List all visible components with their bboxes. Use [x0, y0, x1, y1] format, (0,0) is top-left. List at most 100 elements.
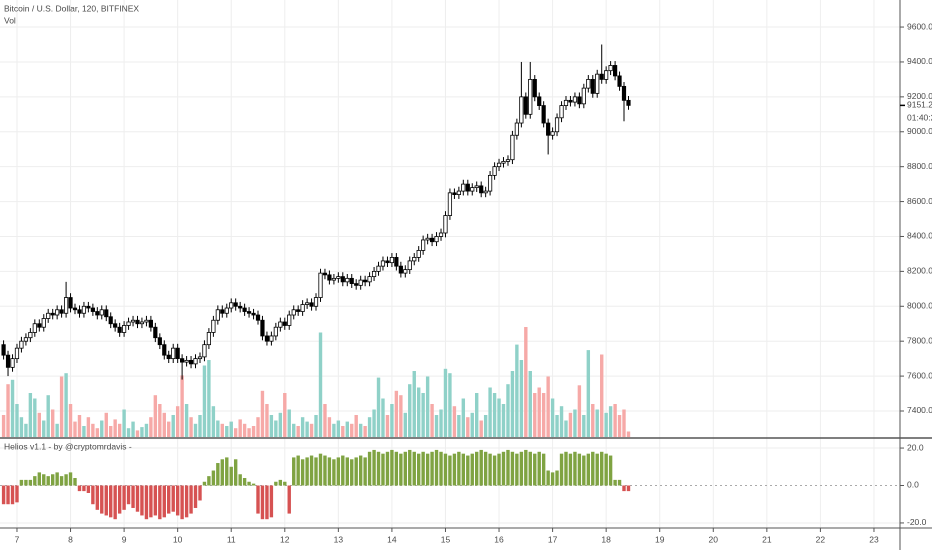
- candle-body: [32, 323, 37, 333]
- candle-body: [184, 359, 189, 363]
- volume-bar: [278, 412, 283, 437]
- candle-body: [412, 257, 417, 262]
- volume-bar: [68, 404, 73, 437]
- candle-body: [349, 277, 354, 284]
- volume-bar: [1, 415, 6, 437]
- volume-bar: [140, 427, 144, 437]
- volume-layer: [1, 327, 631, 437]
- indicator-bar: [622, 485, 626, 492]
- volume-title: Vol: [4, 15, 16, 25]
- volume-bar: [265, 404, 269, 437]
- indicator-tick-label: 20.0: [907, 442, 924, 452]
- candle-body: [465, 183, 470, 192]
- indicator-bar: [550, 472, 555, 486]
- indicator-tick-label: -20.0: [907, 517, 927, 527]
- candle-body: [242, 307, 247, 312]
- volume-bar: [28, 393, 33, 437]
- y-tick-label: 8800.0: [907, 161, 932, 171]
- indicator-bar: [475, 451, 479, 486]
- volume-bar: [46, 395, 50, 437]
- candle-body: [608, 65, 613, 72]
- volume-bar: [104, 412, 108, 437]
- candle-body: [269, 335, 274, 342]
- indicator-layer: [1, 449, 631, 520]
- candle-body: [10, 358, 15, 368]
- volume-bar: [309, 423, 314, 437]
- indicator-bar: [126, 485, 131, 505]
- indicator-bar: [336, 457, 341, 486]
- y-tick-label: 9400.0: [907, 56, 932, 66]
- indicator-bar: [568, 453, 573, 486]
- indicator-bar: [64, 474, 68, 486]
- candle-body: [41, 318, 46, 328]
- candle-body: [305, 302, 310, 305]
- candle-body: [197, 356, 203, 360]
- candle-body: [135, 319, 140, 325]
- volume-bar: [613, 404, 617, 437]
- indicator-bar: [448, 455, 452, 486]
- volume-bar: [475, 393, 479, 437]
- indicator-bar: [416, 453, 421, 486]
- volume-bar: [167, 421, 171, 437]
- volume-bar: [586, 350, 591, 437]
- volume-bar: [408, 384, 412, 437]
- indicator-bar: [421, 451, 425, 486]
- volume-bar: [131, 421, 135, 437]
- indicator-bar: [283, 481, 287, 486]
- indicator-bar: [100, 485, 104, 514]
- volume-bar: [24, 423, 28, 437]
- volume-bar: [73, 421, 77, 437]
- indicator-bar: [354, 457, 358, 486]
- candle-body: [425, 237, 430, 241]
- candle-body: [447, 192, 453, 216]
- candle-body: [113, 323, 118, 328]
- indicator-bar: [189, 485, 193, 514]
- indicator-bar: [167, 485, 171, 514]
- volume-bar: [251, 426, 256, 437]
- indicator-bar: [55, 472, 59, 486]
- indicator-bar: [430, 451, 434, 486]
- candle-body: [171, 347, 176, 360]
- volume-bar: [600, 354, 604, 437]
- indicator-bar: [309, 455, 314, 486]
- volume-bar: [113, 419, 117, 437]
- x-tick-label: 16: [494, 534, 504, 544]
- volume-bar: [126, 428, 131, 437]
- indicator-bar: [510, 451, 515, 486]
- candle-body: [104, 309, 109, 318]
- candle-body: [537, 96, 542, 106]
- candle-body: [336, 276, 341, 279]
- volume-bar: [86, 417, 91, 437]
- candle-body: [363, 279, 368, 283]
- candle-body: [456, 190, 461, 195]
- volume-bar: [537, 387, 541, 437]
- candle-body: [224, 307, 229, 314]
- candle-body: [90, 307, 95, 312]
- candle-body: [313, 297, 319, 307]
- indicator-bar: [274, 481, 278, 486]
- candle-body: [81, 305, 87, 314]
- indicator-bar: [184, 485, 189, 518]
- candle-body: [581, 87, 586, 105]
- candle-body: [586, 79, 591, 89]
- volume-bar: [608, 406, 613, 437]
- indicator-bar: [86, 485, 91, 493]
- indicator-bar: [238, 474, 242, 486]
- y-tick-label: 7400.0: [907, 405, 932, 415]
- candle-body: [46, 312, 51, 319]
- candle-body: [474, 185, 479, 189]
- candle-body: [434, 236, 439, 243]
- indicator-bar: [439, 451, 443, 486]
- candle-body: [63, 297, 69, 314]
- indicator-bar: [577, 453, 582, 486]
- candle-body: [28, 332, 33, 339]
- candle-body: [483, 190, 488, 194]
- candle-body: [604, 70, 609, 80]
- volume-bar: [220, 423, 224, 437]
- volume-bar: [573, 409, 577, 437]
- candle-body: [528, 79, 533, 115]
- indicator-bar: [358, 455, 363, 486]
- volume-bar: [350, 423, 354, 437]
- volume-bar: [296, 426, 300, 437]
- indicator-bar: [425, 453, 430, 486]
